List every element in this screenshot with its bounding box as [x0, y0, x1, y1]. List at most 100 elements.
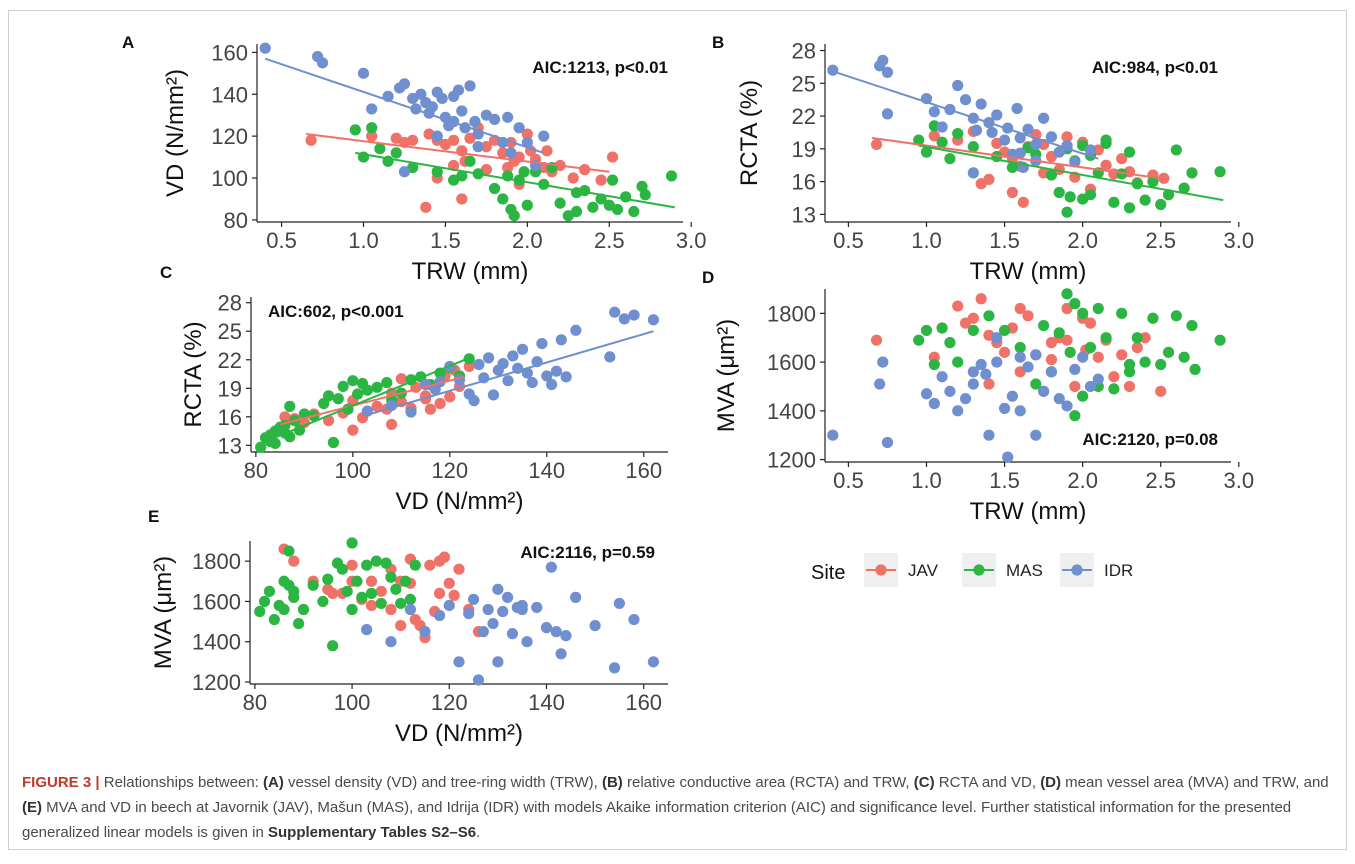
point-idr	[1002, 451, 1014, 463]
point-mas	[1108, 383, 1120, 395]
point-mas	[370, 555, 382, 567]
point-idr	[431, 130, 443, 142]
point-idr	[1014, 351, 1026, 363]
x-tick-label: 3.0	[1224, 468, 1255, 493]
point-jav	[453, 563, 465, 575]
point-mas	[347, 375, 359, 387]
point-mas	[1077, 390, 1089, 402]
point-jav	[375, 585, 387, 597]
point-jav	[1092, 351, 1104, 363]
point-mas	[1061, 288, 1073, 300]
point-mas	[521, 199, 533, 211]
point-idr	[492, 583, 504, 595]
caption-text-e: MVA and VD in beech at Javornik (JAV), M…	[22, 799, 1292, 841]
point-idr	[550, 626, 562, 638]
trend-line-mas	[260, 355, 475, 445]
point-idr	[467, 593, 480, 606]
point-jav	[305, 134, 317, 146]
point-idr	[874, 378, 886, 390]
y-axis-label: RCTA (%)	[180, 321, 207, 427]
point-mas	[952, 356, 964, 368]
x-tick-label: 0.5	[833, 228, 864, 253]
point-mas	[288, 585, 300, 597]
point-mas	[409, 559, 421, 571]
point-jav	[1017, 196, 1029, 208]
point-jav	[434, 397, 446, 410]
point-mas	[1064, 191, 1076, 203]
point-jav	[456, 193, 468, 205]
y-axis-label: RCTA (%)	[736, 80, 763, 186]
point-idr	[928, 397, 940, 410]
point-mas	[665, 170, 678, 182]
point-mas	[380, 557, 392, 569]
point-mas	[1045, 169, 1058, 181]
x-axis-label: TRW (mm)	[412, 258, 529, 285]
caption-separator: |	[95, 774, 100, 791]
point-mas	[1155, 198, 1167, 211]
x-tick-label: 2.0	[512, 228, 543, 253]
y-tick-label: 16	[792, 170, 816, 195]
point-mas	[1092, 302, 1104, 315]
point-jav	[1116, 153, 1128, 165]
y-tick-label: 19	[792, 137, 816, 162]
point-mas	[1189, 363, 1201, 376]
point-jav	[279, 411, 291, 423]
y-tick-label: 28	[792, 39, 816, 64]
point-idr	[482, 352, 495, 364]
model-annotation: AIC:2116, p=0.59	[520, 543, 655, 562]
point-idr	[526, 376, 538, 389]
point-idr	[959, 393, 972, 405]
point-idr	[531, 601, 543, 614]
point-idr	[827, 64, 839, 76]
point-jav	[371, 400, 383, 412]
point-jav	[595, 174, 607, 186]
y-axis-label: MVA (μm²)	[150, 556, 177, 669]
point-mas	[1084, 189, 1097, 201]
point-idr	[1038, 112, 1050, 124]
point-idr	[975, 358, 987, 371]
point-mas	[371, 381, 383, 393]
point-idr	[1092, 373, 1104, 385]
y-tick-label: 1400	[767, 399, 816, 424]
model-annotation: AIC:2120, p=0.08	[1082, 430, 1218, 449]
x-axis-label: TRW (mm)	[970, 258, 1087, 285]
point-mas	[1053, 186, 1065, 199]
trend-line-idr	[264, 57, 545, 154]
point-idr	[647, 314, 660, 326]
point-idr	[952, 405, 964, 417]
legend-label-idr: IDR	[1104, 561, 1133, 580]
point-idr	[545, 561, 557, 573]
x-tick-label: 160	[625, 458, 662, 483]
point-mas	[283, 545, 295, 557]
point-mas	[390, 583, 402, 595]
point-mas	[399, 575, 412, 587]
x-tick-label: 1.0	[911, 228, 942, 253]
point-idr	[555, 648, 567, 660]
point-idr	[881, 108, 894, 120]
point-idr	[516, 343, 529, 355]
point-mas	[1038, 319, 1050, 332]
point-idr	[1006, 390, 1018, 402]
x-tick-label: 3.0	[676, 228, 707, 253]
point-mas	[346, 537, 358, 549]
point-mas	[1069, 410, 1081, 422]
point-mas	[518, 166, 530, 178]
y-tick-label: 22	[218, 348, 242, 373]
point-mas	[570, 187, 583, 199]
point-jav	[366, 130, 378, 142]
point-idr	[952, 79, 964, 92]
point-idr	[1022, 123, 1034, 135]
point-idr	[589, 619, 601, 632]
point-idr	[991, 109, 1003, 121]
point-idr	[967, 366, 979, 378]
point-idr	[608, 662, 621, 674]
point-jav	[444, 391, 456, 403]
point-jav	[497, 147, 509, 159]
point-idr	[429, 383, 441, 395]
point-idr	[970, 124, 983, 136]
panel-d: D 0.5 1.0 1.5 2.0 2.5 3.0 1200 1400 1600 1800 TRW (…	[702, 268, 1254, 525]
point-idr	[1069, 363, 1081, 376]
point-idr	[628, 309, 640, 321]
point-idr	[506, 628, 519, 640]
x-tick-label: 1.5	[989, 228, 1020, 253]
